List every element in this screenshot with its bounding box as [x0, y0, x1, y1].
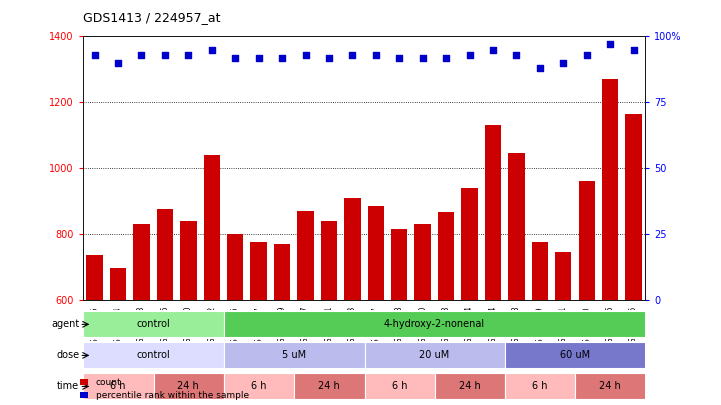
Bar — [274, 244, 291, 300]
Bar — [461, 188, 478, 300]
Bar — [203, 155, 220, 300]
Point — [229, 54, 241, 61]
Text: 60 uM: 60 uM — [560, 350, 590, 360]
Bar — [578, 181, 595, 300]
Point — [557, 60, 569, 66]
Bar — [365, 342, 505, 369]
Point — [441, 54, 452, 61]
Text: 24 h: 24 h — [459, 382, 480, 392]
Text: 24 h: 24 h — [599, 382, 621, 392]
Point — [136, 52, 147, 58]
Bar — [435, 373, 505, 399]
Text: time: time — [57, 382, 79, 392]
Text: GDS1413 / 224957_at: GDS1413 / 224957_at — [83, 11, 221, 24]
Bar — [227, 234, 244, 300]
Point — [323, 54, 335, 61]
Bar — [87, 255, 103, 300]
Text: control: control — [136, 350, 170, 360]
Point — [604, 41, 616, 48]
Bar — [154, 373, 224, 399]
Point — [417, 54, 428, 61]
Text: agent: agent — [51, 319, 79, 329]
Text: 6 h: 6 h — [532, 382, 547, 392]
Bar — [575, 373, 646, 399]
Bar — [297, 211, 314, 300]
Bar — [180, 221, 197, 300]
Bar — [505, 373, 575, 399]
Bar — [133, 224, 150, 300]
Point — [534, 65, 546, 71]
Point — [300, 52, 311, 58]
Bar — [110, 269, 126, 300]
Point — [487, 47, 499, 53]
Point — [182, 52, 194, 58]
Bar — [365, 373, 435, 399]
Text: control: control — [136, 319, 170, 329]
Text: 4-hydroxy-2-nonenal: 4-hydroxy-2-nonenal — [384, 319, 485, 329]
Text: dose: dose — [56, 350, 79, 360]
Point — [510, 52, 522, 58]
Bar — [321, 221, 337, 300]
Bar — [505, 342, 646, 369]
Text: 20 uM: 20 uM — [420, 350, 449, 360]
Bar — [250, 242, 267, 300]
Point — [206, 47, 218, 53]
Point — [394, 54, 405, 61]
Bar — [84, 342, 224, 369]
Text: 6 h: 6 h — [251, 382, 266, 392]
Bar — [224, 342, 365, 369]
Point — [347, 52, 358, 58]
Bar — [508, 153, 525, 300]
Bar — [84, 373, 154, 399]
Bar — [415, 224, 431, 300]
Point — [370, 52, 381, 58]
Text: 5 uM: 5 uM — [282, 350, 306, 360]
Bar — [531, 242, 548, 300]
Bar — [344, 198, 360, 300]
Point — [581, 52, 593, 58]
Point — [628, 47, 640, 53]
Point — [276, 54, 288, 61]
Point — [159, 52, 171, 58]
Point — [112, 60, 124, 66]
Text: 24 h: 24 h — [318, 382, 340, 392]
Bar — [84, 311, 224, 337]
Bar — [156, 209, 173, 300]
Text: 6 h: 6 h — [110, 382, 125, 392]
Point — [253, 54, 265, 61]
Bar — [224, 373, 294, 399]
Bar — [485, 125, 501, 300]
Text: 6 h: 6 h — [392, 382, 407, 392]
Legend: count, percentile rank within the sample: count, percentile rank within the sample — [80, 378, 249, 401]
Point — [464, 52, 475, 58]
Text: 24 h: 24 h — [177, 382, 199, 392]
Bar — [391, 229, 407, 300]
Bar — [438, 213, 454, 300]
Bar — [224, 311, 646, 337]
Point — [89, 52, 100, 58]
Bar — [294, 373, 365, 399]
Bar — [368, 206, 384, 300]
Bar — [555, 252, 572, 300]
Bar — [602, 79, 619, 300]
Bar — [625, 114, 642, 300]
